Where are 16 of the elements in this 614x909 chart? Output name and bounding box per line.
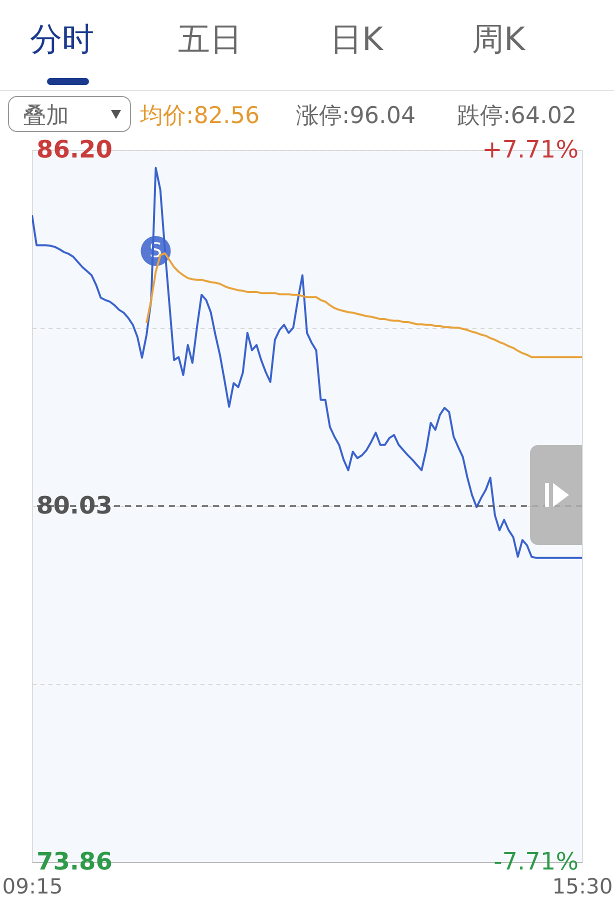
text: 分时: [30, 19, 94, 60]
text: 叠加: [23, 102, 69, 131]
text: 涨停:96.04: [296, 102, 416, 131]
y-tick-label: 73.86: [36, 848, 112, 876]
text: 周K: [472, 19, 525, 60]
text: 日K: [330, 19, 383, 60]
y-tick-label: 80.03: [36, 492, 112, 520]
text: 均价:82.56: [140, 102, 260, 131]
y2-tick-label: -7.71%: [494, 848, 578, 876]
x-tick-label: 09:15: [2, 874, 63, 898]
y-tick-label: 86.20: [36, 136, 112, 164]
text: 跌停:64.02: [457, 102, 577, 131]
y2-tick-label: +7.71%: [482, 136, 578, 164]
line-series: [32, 166, 582, 559]
x-tick-label: 15:30: [552, 874, 613, 898]
text: 五日: [178, 19, 242, 60]
